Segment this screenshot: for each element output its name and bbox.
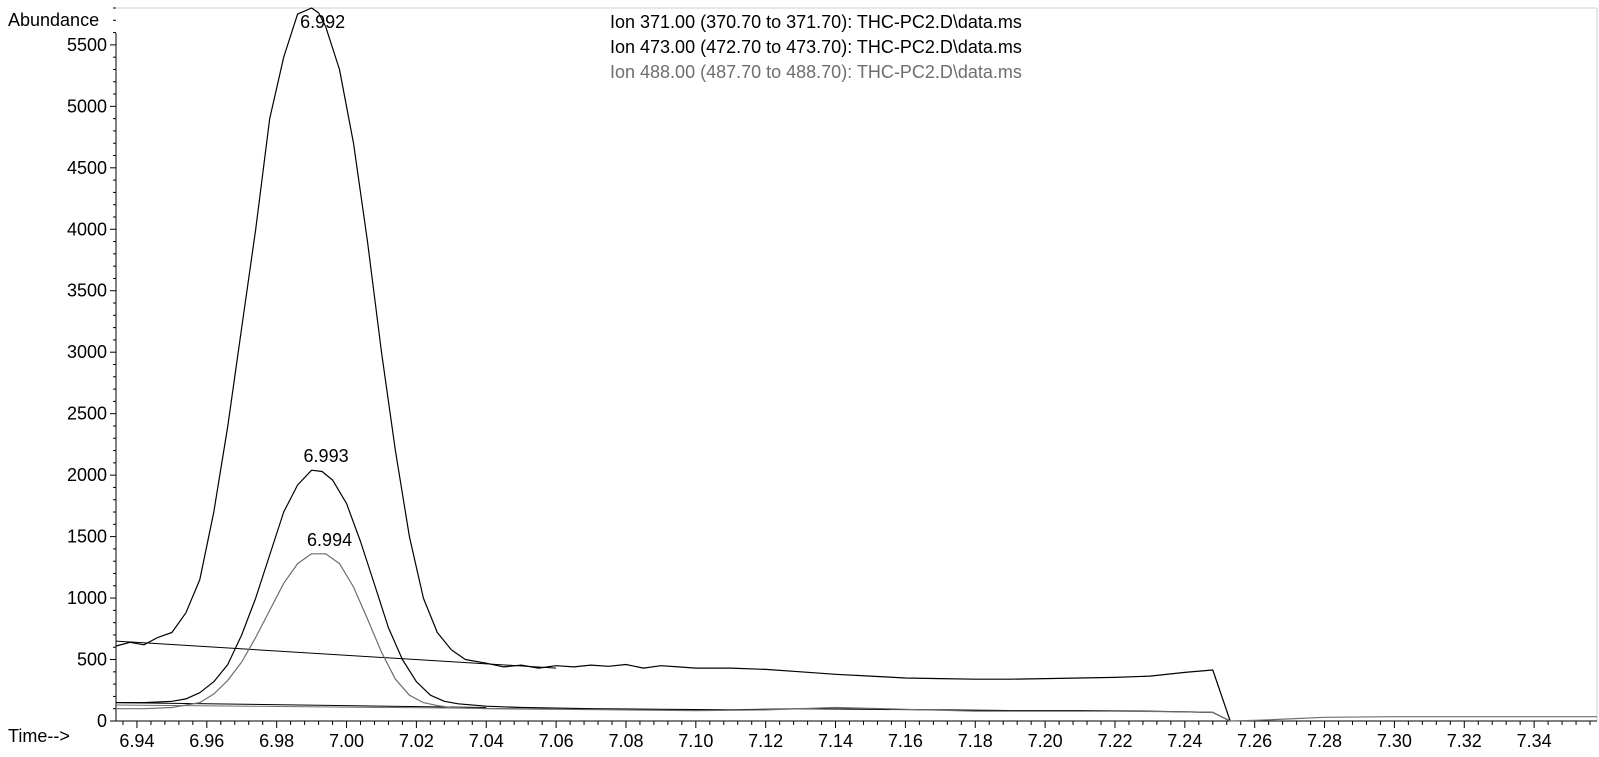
x-tick-label: 7.04: [469, 731, 504, 751]
x-tick-label: 7.32: [1447, 731, 1482, 751]
y-tick-label: 5500: [67, 35, 107, 55]
y-tick-label: 1500: [67, 527, 107, 547]
x-tick-label: 7.26: [1237, 731, 1272, 751]
x-tick-label: 7.16: [888, 731, 923, 751]
peak-label-1: 6.993: [304, 446, 349, 466]
y-tick-label: 2500: [67, 404, 107, 424]
peak-label-0: 6.992: [300, 12, 345, 32]
series-line-2: [116, 553, 1597, 722]
integration-baseline-1: [115, 702, 487, 708]
x-tick-label: 7.14: [818, 731, 853, 751]
y-tick-label: 1000: [67, 588, 107, 608]
legend-entry-ion-473: Ion 473.00 (472.70 to 473.70): THC-PC2.D…: [610, 37, 1022, 57]
series-line-0: [115, 7, 1231, 722]
x-tick-label: 7.08: [608, 731, 643, 751]
x-tick-label: 6.98: [259, 731, 294, 751]
x-tick-label: 7.24: [1167, 731, 1202, 751]
y-tick-label: 3000: [67, 342, 107, 362]
x-tick-label: 7.22: [1097, 731, 1132, 751]
x-tick-label: 6.94: [119, 731, 154, 751]
y-axis-label: Abundance: [8, 10, 100, 30]
x-tick-label: 7.00: [329, 731, 364, 751]
y-tick-label: 5000: [67, 96, 107, 116]
y-tick-label: 3500: [67, 281, 107, 301]
x-tick-label: 7.20: [1028, 731, 1063, 751]
y-tick-label: 500: [77, 650, 107, 670]
y-tick-label: 4500: [67, 158, 107, 178]
legend-entry-ion-371: Ion 371.00 (370.70 to 371.70): THC-PC2.D…: [610, 12, 1022, 32]
peak-label-2: 6.994: [307, 530, 352, 550]
x-tick-label: 7.34: [1517, 731, 1552, 751]
x-tick-label: 7.28: [1307, 731, 1342, 751]
x-tick-label: 6.96: [189, 731, 224, 751]
x-tick-label: 7.10: [678, 731, 713, 751]
x-tick-label: 7.18: [958, 731, 993, 751]
legend: Ion 371.00 (370.70 to 371.70): THC-PC2.D…: [610, 10, 1022, 85]
x-tick-label: 7.02: [399, 731, 434, 751]
x-tick-label: 7.12: [748, 731, 783, 751]
x-axis-label: Time-->: [8, 726, 70, 746]
y-tick-label: 4000: [67, 219, 107, 239]
legend-entry-ion-488: Ion 488.00 (487.70 to 488.70): THC-PC2.D…: [610, 62, 1022, 82]
series-line-1: [116, 469, 1231, 722]
integration-baseline-2: [115, 704, 522, 710]
x-tick-label: 7.06: [539, 731, 574, 751]
x-tick-label: 7.30: [1377, 731, 1412, 751]
y-tick-label: 0: [97, 711, 107, 731]
integration-baseline-0: [115, 640, 557, 669]
y-tick-label: 2000: [67, 465, 107, 485]
